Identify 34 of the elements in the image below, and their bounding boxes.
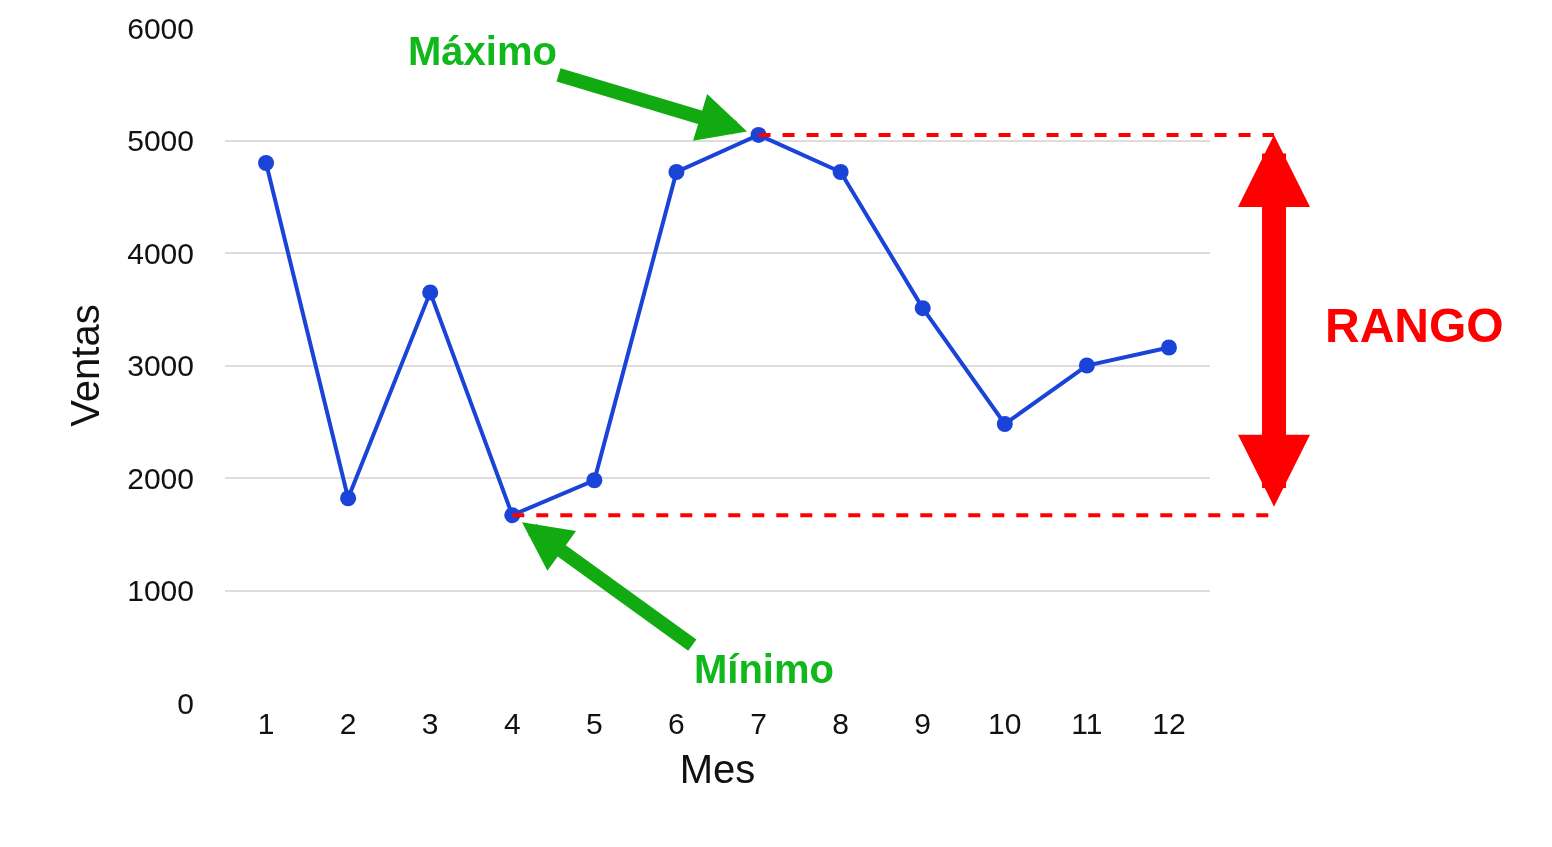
x-tick-label: 2	[339, 707, 357, 740]
x-axis-title: Mes	[679, 746, 756, 791]
y-tick-label: 2000	[127, 461, 194, 495]
x-tick-label: 3	[421, 707, 439, 740]
x-tick-label: 4	[503, 707, 521, 740]
point	[668, 164, 685, 180]
x-tick-label: 8	[832, 707, 849, 740]
y-tick-label: 3000	[127, 349, 194, 382]
x-tick-label: 11	[1071, 707, 1103, 740]
point	[832, 164, 849, 180]
point	[586, 472, 603, 489]
y-tick-label: 0	[177, 686, 194, 720]
y-tick-label: 1000	[127, 574, 194, 607]
x-tick-label: 7	[750, 707, 767, 740]
x-tick-label: 10	[988, 707, 1022, 740]
point	[258, 155, 275, 171]
point	[914, 300, 931, 317]
annotation: Mínimo	[694, 647, 834, 691]
y-tick-label: 6000	[127, 11, 194, 45]
x-tick-label: 1	[257, 707, 275, 740]
point	[340, 490, 357, 507]
x-tick-label: 9	[914, 707, 932, 740]
text: RANGO	[1325, 299, 1504, 352]
annotation: Máximo	[408, 29, 557, 73]
point	[1160, 339, 1177, 356]
x-tick-label: 12	[1152, 707, 1186, 740]
y-tick-label: 5000	[127, 124, 194, 157]
point	[1078, 357, 1095, 374]
y-tick-label: 4000	[127, 236, 194, 270]
y-axis-title: Ventas	[62, 304, 107, 427]
point	[422, 284, 439, 301]
x-tick-label: 5	[586, 707, 603, 740]
x-tick-label: 6	[668, 707, 685, 740]
point	[996, 416, 1013, 432]
